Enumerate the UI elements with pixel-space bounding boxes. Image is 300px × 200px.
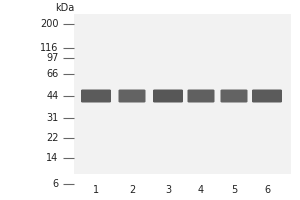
FancyBboxPatch shape xyxy=(252,90,282,102)
FancyBboxPatch shape xyxy=(153,90,183,102)
Text: 1: 1 xyxy=(93,185,99,195)
FancyBboxPatch shape xyxy=(188,90,214,102)
Text: 2: 2 xyxy=(129,185,135,195)
Text: kDa: kDa xyxy=(55,3,74,13)
Text: 6: 6 xyxy=(264,185,270,195)
FancyBboxPatch shape xyxy=(220,90,248,102)
Text: 66: 66 xyxy=(46,69,59,79)
Text: 22: 22 xyxy=(46,133,58,143)
Text: 3: 3 xyxy=(165,185,171,195)
FancyBboxPatch shape xyxy=(81,90,111,102)
Text: 97: 97 xyxy=(46,53,59,63)
Text: 200: 200 xyxy=(40,19,59,29)
Text: 14: 14 xyxy=(46,153,59,163)
Text: 5: 5 xyxy=(231,185,237,195)
Bar xyxy=(74,14,291,174)
Text: 31: 31 xyxy=(46,113,59,123)
Text: 116: 116 xyxy=(40,43,58,53)
Text: 6: 6 xyxy=(52,179,59,189)
Text: 4: 4 xyxy=(198,185,204,195)
Text: 44: 44 xyxy=(46,91,59,101)
FancyBboxPatch shape xyxy=(118,90,146,102)
